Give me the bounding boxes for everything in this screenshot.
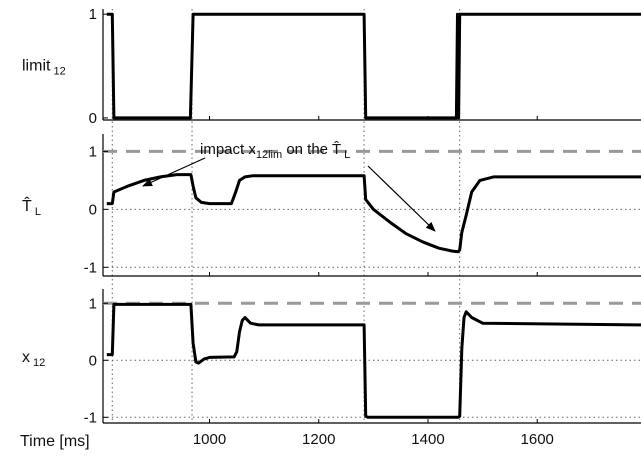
- x-tick-label: 1600: [521, 431, 554, 448]
- annotation-layer: impact x12lim on the T̂ L: [142, 141, 436, 232]
- y-tick-label: 0: [89, 201, 97, 218]
- panels-layer: 0 1 limit 12 -1 0 1 T̂ L -1 0 1 x 12 1000 1200 1400 16…: [20, 6, 641, 450]
- panel-ylabel: x 12: [22, 349, 45, 369]
- series-line-x12: [106, 302, 641, 419]
- x-tick-label: 1400: [411, 431, 444, 448]
- x-tick-label: 1000: [193, 431, 226, 448]
- x-tick-label: 1200: [302, 431, 335, 448]
- y-tick-label: 1: [89, 295, 97, 312]
- x-axis-label: Time [ms]: [20, 433, 90, 450]
- panel-T_L_hat: -1 0 1 T̂ L: [22, 134, 641, 277]
- panel-x12: -1 0 1 x 12: [22, 289, 641, 426]
- y-tick-label: 1: [89, 143, 97, 160]
- annotation-text: impact x12lim on the T̂ L: [200, 141, 350, 161]
- series-line-limit12: [106, 12, 641, 120]
- y-tick-label: 1: [89, 6, 97, 23]
- y-tick-label: 0: [89, 110, 97, 127]
- y-tick-label: -1: [84, 259, 97, 276]
- panel-ylabel: limit 12: [22, 58, 66, 78]
- annotation-arrow-right: [367, 165, 436, 232]
- y-tick-label: -1: [84, 409, 97, 426]
- series-line-T_L_hat: [106, 173, 641, 254]
- panel-limit12: 0 1 limit 12: [22, 6, 641, 127]
- annotation-arrow-left: [142, 157, 206, 187]
- y-tick-label: 0: [89, 352, 97, 369]
- panel-ylabel: T̂ L: [22, 195, 41, 218]
- guides-layer: [111, 9, 461, 423]
